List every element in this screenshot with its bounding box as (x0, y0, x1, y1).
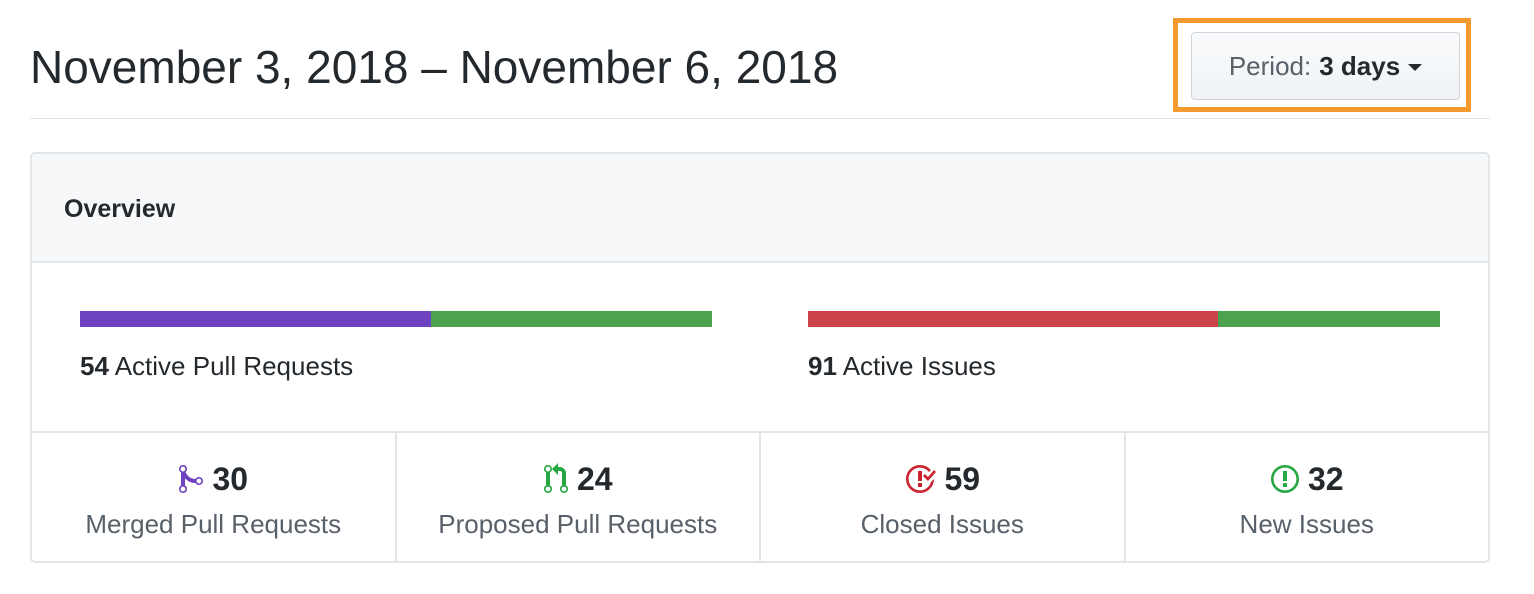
proposed-segment (431, 311, 712, 327)
active-pull-requests-summary[interactable]: 54 Active Pull Requests (80, 351, 353, 382)
period-dropdown-button[interactable]: Period: 3 days (1191, 32, 1460, 100)
merged-count: 30 (212, 460, 249, 497)
merged-label: Merged Pull Requests (85, 509, 342, 539)
stat-proposed-pull-requests[interactable]: 24 Proposed Pull Requests (397, 433, 761, 561)
new-segment (1217, 311, 1440, 327)
closed-label: Closed Issues (860, 509, 1024, 539)
stat-merged-pull-requests[interactable]: 30 Merged Pull Requests (32, 433, 397, 561)
closed-count: 59 (944, 460, 981, 497)
overview-title: Overview (64, 195, 176, 223)
merged-segment (80, 311, 432, 327)
pulse-header: November 3, 2018 – November 6, 2018 (30, 0, 1490, 119)
overview-box: Overview 54 Active Pull Requests 91 Acti… (30, 152, 1490, 563)
active-issues-summary[interactable]: 91 Active Issues (808, 351, 996, 382)
issue-closed-icon (906, 464, 937, 493)
active-pull-requests-label: Active Pull Requests (114, 351, 354, 381)
date-range-title: November 3, 2018 – November 6, 2018 (30, 41, 839, 93)
stat-closed-issues[interactable]: 59 Closed Issues (761, 433, 1126, 561)
closed-segment (808, 311, 1218, 327)
period-value: 3 days (1319, 50, 1401, 81)
overview-header: Overview (32, 154, 1488, 263)
issue-opened-icon (1270, 465, 1299, 493)
active-issues-count: 91 (808, 351, 837, 381)
period-highlight-outline (1173, 18, 1471, 112)
active-issues-label: Active Issues (842, 351, 996, 381)
active-pull-requests-count: 54 (80, 351, 109, 381)
git-pull-request-icon (543, 463, 568, 493)
stats-row: 30 Merged Pull Requests 24 Proposed Pull… (32, 431, 1489, 561)
new-label: New Issues (1239, 509, 1374, 539)
proposed-count: 24 (576, 460, 613, 497)
proposed-label: Proposed Pull Requests (438, 509, 718, 539)
period-prefix: Period: (1228, 50, 1312, 81)
caret-down-icon (1408, 63, 1423, 71)
issues-ratio-bar[interactable] (808, 311, 1440, 327)
stat-new-issues[interactable]: 32 New Issues (1126, 433, 1489, 561)
pull-requests-ratio-bar[interactable] (80, 311, 712, 327)
new-count: 32 (1307, 460, 1344, 497)
git-merge-icon (179, 464, 204, 493)
